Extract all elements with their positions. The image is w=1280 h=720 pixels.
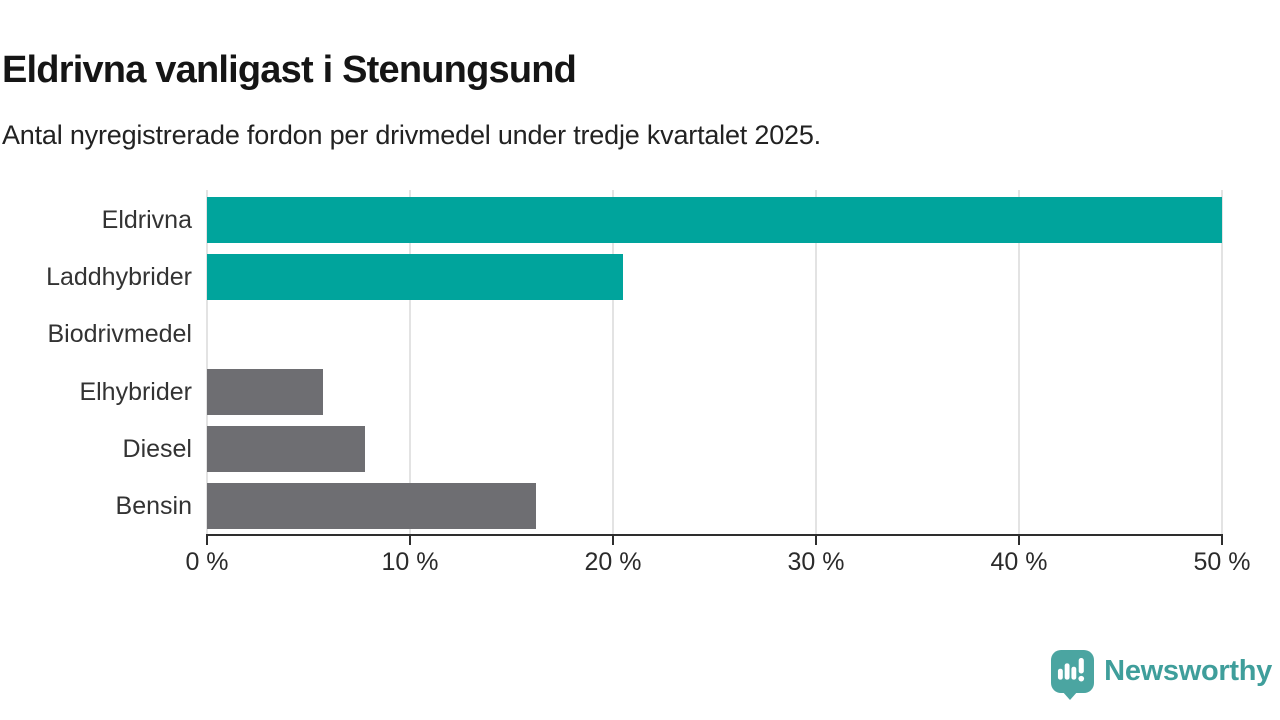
newsworthy-pin-barchart-icon <box>1051 650 1095 700</box>
newsworthy-logo: Newsworthy <box>1051 650 1272 700</box>
x-axis-tick-label-50: 50 % <box>1193 548 1251 576</box>
x-axis-line <box>206 534 1223 536</box>
bar-eldrivna <box>207 197 1222 243</box>
gridline-20 <box>612 190 614 534</box>
chart-subtitle: Antal nyregistrerade fordon per drivmede… <box>2 120 821 150</box>
bar-elhybrider <box>207 368 323 415</box>
newsworthy-wordmark: Newsworthy <box>1104 655 1272 687</box>
category-label-eldrivna: Eldrivna <box>101 206 192 234</box>
x-axis-tick-label-10: 10 % <box>381 548 439 576</box>
x-axis-tick-label-20: 20 % <box>584 548 642 576</box>
category-label-elhybrider: Elhybrider <box>79 377 192 406</box>
x-axis-tick-30 <box>815 536 817 545</box>
category-label-bensin: Bensin <box>115 492 192 520</box>
x-axis-tick-10 <box>409 536 411 545</box>
bar-laddhybrider <box>207 254 624 301</box>
gridline-50 <box>1221 190 1223 534</box>
bar-diesel <box>207 425 366 472</box>
gridline-0 <box>206 190 208 534</box>
x-axis-tick-label-40: 40 % <box>990 548 1048 576</box>
category-label-biodrivmedel: Biodrivmedel <box>47 320 192 349</box>
gridline-40 <box>1018 190 1020 534</box>
bar-bensin <box>207 483 536 529</box>
pin-tail <box>1062 691 1079 700</box>
x-axis-tick-label-0: 0 % <box>185 548 229 576</box>
bar-chart: Eldrivna Laddhybrider Biodrivmedel Elhybrid… <box>46 190 1251 576</box>
category-label-laddhybrider: Laddhybrider <box>46 263 192 292</box>
category-label-diesel: Diesel <box>122 434 192 463</box>
gridline-10 <box>409 190 411 534</box>
barchart-exclamation-glyph <box>1058 658 1085 682</box>
x-axis-tick-label-30: 30 % <box>787 548 845 576</box>
x-axis-tick-40 <box>1018 536 1020 545</box>
x-axis-tick-0 <box>206 536 208 545</box>
x-axis-tick-50 <box>1221 536 1223 545</box>
x-axis-tick-20 <box>612 536 614 545</box>
chart-title: Eldrivna vanligast i Stenungsund <box>2 49 577 92</box>
gridline-30 <box>815 190 817 534</box>
